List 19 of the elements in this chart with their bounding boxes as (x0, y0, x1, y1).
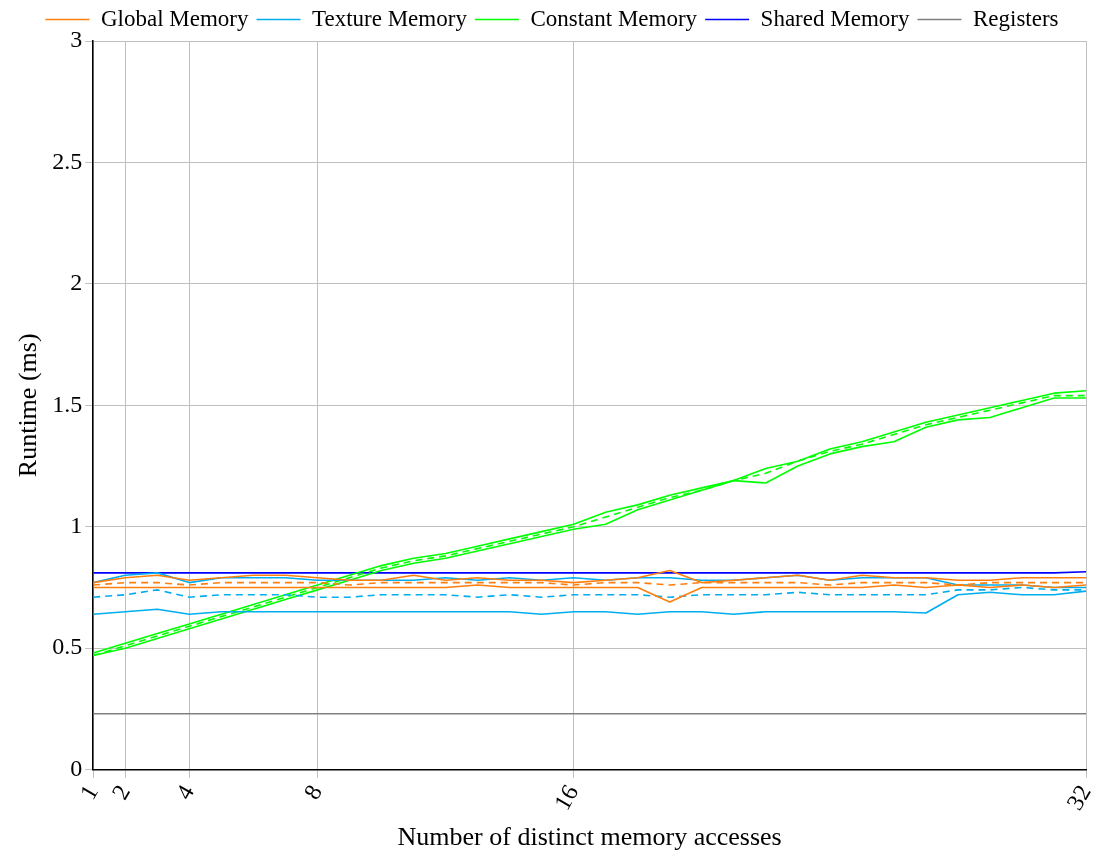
y-tick-label: 0 (70, 754, 83, 781)
x-tick-label: 16 (548, 780, 584, 815)
y-tick-label: 1.5 (52, 390, 83, 417)
x-tick-label: 2 (106, 780, 136, 804)
x-axis-title: Number of distinct memory accesses (397, 822, 782, 852)
x-tick-label: 4 (170, 780, 200, 804)
y-tick-label: 3 (70, 26, 83, 53)
y-tick-label: 2 (70, 269, 83, 296)
y-tick-label: 1 (70, 512, 83, 539)
y-axis-title: Runtime (ms) (13, 333, 43, 478)
legend-label: Texture Memory (312, 5, 468, 31)
y-tick-label: 2.5 (52, 147, 83, 174)
legend-label: Registers (972, 5, 1059, 31)
x-tick-label: 32 (1061, 780, 1096, 815)
legend-label: Global Memory (100, 5, 250, 31)
legend-label: Shared Memory (760, 5, 910, 31)
x-tick-label: 8 (298, 780, 328, 804)
legend-label: Constant Memory (530, 5, 698, 31)
y-tick-label: 0.5 (52, 633, 83, 660)
